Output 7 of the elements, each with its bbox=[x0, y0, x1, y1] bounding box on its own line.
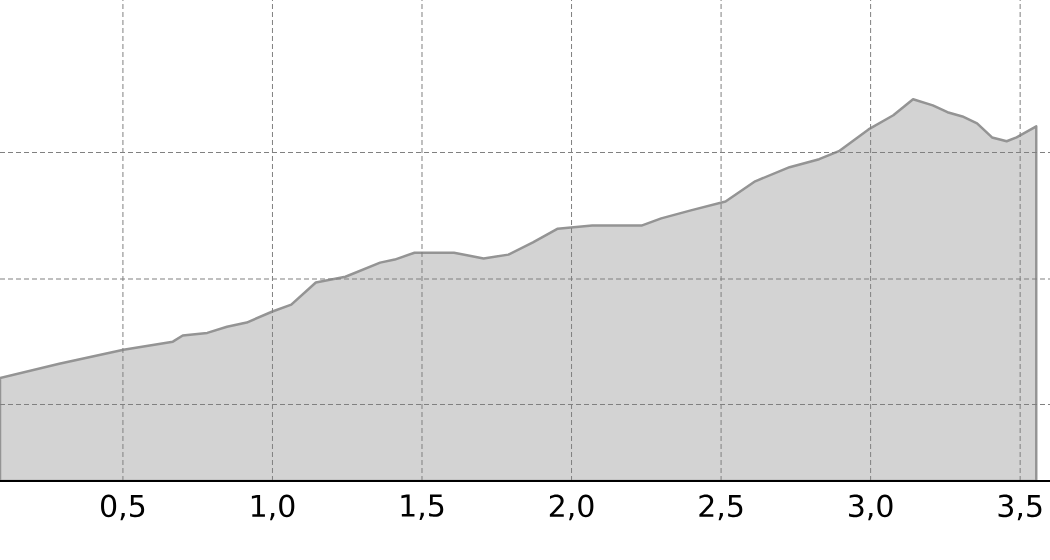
x-tick-label: 1,0 bbox=[251, 494, 295, 521]
x-tick-label: 2,5 bbox=[699, 494, 743, 521]
x-tick-label: 1,5 bbox=[401, 494, 444, 520]
x-tick-label: 2,0 bbox=[549, 494, 594, 521]
x-tick-label: 3,0 bbox=[849, 494, 893, 521]
x-tick-label: 0,5 bbox=[101, 494, 145, 521]
x-tick-label: 3,5 bbox=[998, 494, 1042, 521]
